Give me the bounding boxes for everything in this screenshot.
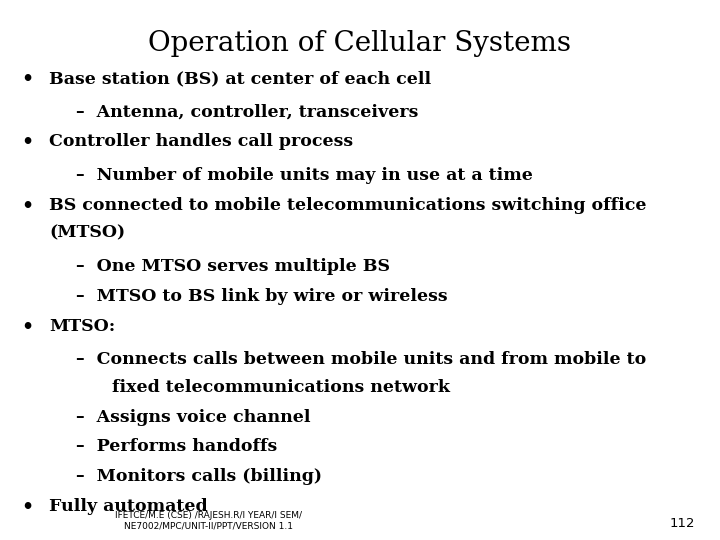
- Text: BS connected to mobile telecommunications switching office: BS connected to mobile telecommunication…: [49, 197, 647, 213]
- Text: Operation of Cellular Systems: Operation of Cellular Systems: [148, 30, 572, 57]
- Text: –  MTSO to BS link by wire or wireless: – MTSO to BS link by wire or wireless: [76, 288, 447, 305]
- Text: –  Number of mobile units may in use at a time: – Number of mobile units may in use at a…: [76, 167, 533, 184]
- Text: 112: 112: [670, 517, 695, 530]
- Text: •: •: [22, 197, 34, 214]
- Text: •: •: [22, 70, 34, 88]
- Text: –  One MTSO serves multiple BS: – One MTSO serves multiple BS: [76, 258, 390, 275]
- Text: •: •: [22, 498, 34, 516]
- Text: –  Monitors calls (billing): – Monitors calls (billing): [76, 468, 322, 485]
- Text: IFETCE/M.E (CSE) /RAJESH.R/I YEAR/I SEM/
NE7002/MPC/UNIT-II/PPT/VERSION 1.1: IFETCE/M.E (CSE) /RAJESH.R/I YEAR/I SEM/…: [115, 511, 302, 530]
- Text: fixed telecommunications network: fixed telecommunications network: [94, 379, 449, 396]
- Text: (MTSO): (MTSO): [49, 225, 125, 241]
- Text: –  Assigns voice channel: – Assigns voice channel: [76, 409, 310, 426]
- Text: –  Connects calls between mobile units and from mobile to: – Connects calls between mobile units an…: [76, 351, 646, 368]
- Text: –  Antenna, controller, transceivers: – Antenna, controller, transceivers: [76, 104, 418, 120]
- Text: Controller handles call process: Controller handles call process: [49, 133, 353, 150]
- Text: •: •: [22, 318, 34, 335]
- Text: Base station (BS) at center of each cell: Base station (BS) at center of each cell: [49, 70, 431, 87]
- Text: •: •: [22, 133, 34, 151]
- Text: MTSO:: MTSO:: [49, 318, 115, 334]
- Text: Fully automated: Fully automated: [49, 498, 207, 515]
- Text: –  Performs handoffs: – Performs handoffs: [76, 438, 277, 455]
